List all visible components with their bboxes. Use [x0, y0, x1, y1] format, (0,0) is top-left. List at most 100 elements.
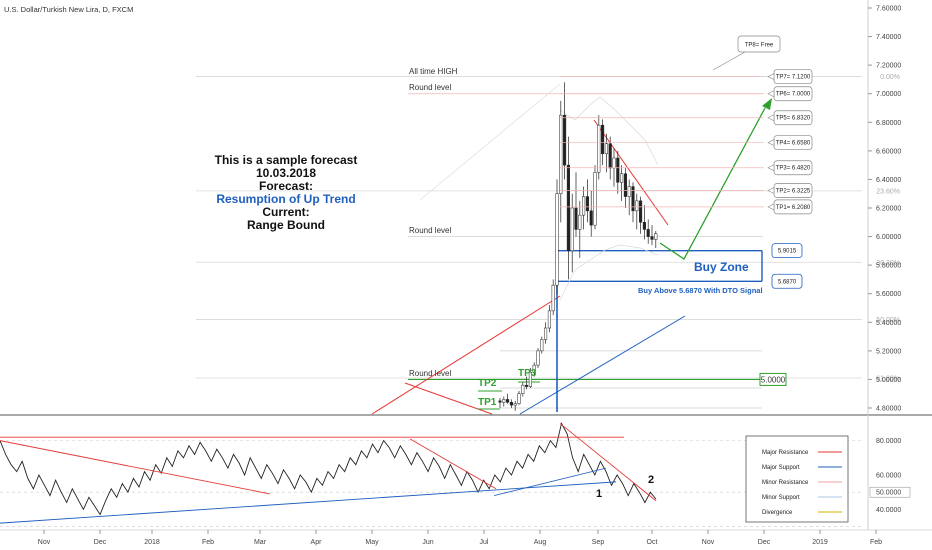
time-tick-label: Jun: [422, 539, 433, 546]
time-tick-label: 2018: [144, 539, 160, 546]
legend-label: Minor Support: [762, 495, 800, 501]
candle-body: [502, 399, 506, 403]
time-axis: Nov Dec 2018 Feb Mar Apr May Jun Jul Aug Sep Oct Nov…: [0, 529, 932, 546]
candle-body: [574, 207, 578, 230]
fib-label: 61.80%: [876, 376, 900, 383]
price-tick-label: 5.80000: [876, 263, 901, 270]
candles: [498, 82, 658, 411]
candle-body: [589, 210, 593, 226]
forecast-line-6: Range Bound: [247, 218, 325, 232]
target-pointer: [767, 90, 775, 98]
candle-body: [528, 372, 532, 387]
time-tick-label: Feb: [202, 539, 214, 546]
divergence-mark-2: 2: [648, 474, 654, 486]
target-pointer: [767, 164, 775, 172]
time-tick-label: Dec: [758, 539, 771, 546]
target-label: TP2= 6.3225: [776, 189, 811, 195]
candle-body: [506, 399, 510, 403]
target-box: [737, 35, 781, 53]
candle-body: [623, 173, 627, 197]
target-pointer: [767, 203, 775, 211]
target-label: TP7= 7.1200: [776, 75, 811, 81]
forecast-line-2: 10.03.2018: [256, 166, 316, 180]
candle-body: [627, 186, 631, 197]
osc-support-line: [493, 467, 607, 497]
round-level-label-5: Round level: [409, 369, 451, 378]
candle-body: [559, 114, 563, 194]
buy-zone-value: 5.6870: [778, 279, 797, 285]
major-resistance-line: [371, 295, 561, 415]
minor-support-line: [419, 83, 561, 201]
candle-body: [620, 173, 624, 183]
major-resistance-line: [593, 119, 669, 226]
legend-label: Major Support: [762, 465, 800, 471]
target-boxes: TP8= Free TP7= 7.1200 TP6= 7.0000 TP5= 6.83…: [560, 35, 813, 215]
time-tick-label: Dec: [94, 539, 107, 546]
candle-body: [612, 157, 616, 169]
candle-body: [597, 124, 601, 173]
candle-body: [566, 164, 570, 252]
candle-body: [604, 143, 608, 154]
legend: Major Resistance Major Support Minor Resis…: [745, 435, 849, 523]
major-support-line: [519, 315, 686, 415]
price-tick-label: 6.20000: [876, 206, 901, 213]
price-tick-label: 7.20000: [876, 63, 901, 70]
candle-body: [650, 236, 654, 240]
candle-body: [517, 393, 521, 404]
time-tick-label: Apr: [311, 539, 323, 546]
price-tick-label: 6.00000: [876, 234, 901, 241]
legend-label: Divergence: [762, 510, 793, 516]
candle-body: [639, 200, 643, 223]
time-tick-label: 2019: [812, 539, 828, 546]
trend-lines: 5.9015 5.6870: [371, 83, 803, 415]
price-tick-label: 6.60000: [876, 148, 901, 155]
price-tick-label: 4.80000: [876, 406, 901, 413]
candle-body: [642, 222, 646, 230]
time-tick-label: Sep: [592, 539, 605, 546]
target-label: TP1= 6.2080: [776, 205, 811, 211]
chart-title: U.S. Dollar/Turkish New Lira, D, FXCM: [4, 5, 133, 14]
candle-body: [551, 284, 555, 312]
fib-label: 23.60%: [876, 188, 900, 195]
osc-resistance-line: [409, 438, 497, 490]
time-tick-label: Nov: [38, 539, 51, 546]
all-time-high-label: All time HIGH: [409, 67, 458, 76]
candle-body: [635, 200, 639, 212]
tp1-marker: TP1: [478, 397, 497, 408]
osc-tick-label: 40.0000: [876, 507, 901, 514]
time-tick-label: Oct: [647, 539, 658, 546]
buy-zone-label: Buy Zone: [694, 260, 749, 274]
candle-body: [544, 327, 548, 340]
tp2-marker: TP2: [478, 378, 497, 389]
forecast-text: This is a sample forecast 10.03.2018 For…: [215, 153, 358, 232]
target-pointer: [767, 139, 775, 147]
target-label: TP6= 7.0000: [776, 92, 811, 98]
candle-body: [521, 384, 525, 394]
candle-body: [578, 214, 582, 230]
candle-body: [585, 196, 589, 212]
osc-current-box: [869, 486, 911, 498]
osc-resistance-line: [0, 440, 271, 495]
fib-levels: 0.00% 23.60% 38.20% 50.00% 61.80% 5.0000: [196, 74, 900, 409]
time-tick-label: Feb: [870, 539, 882, 546]
osc-tick-label: 80.0000: [876, 438, 901, 445]
fib-label: 38.20%: [876, 260, 900, 267]
oscillator-line: [0, 422, 657, 516]
fib-label: 0.00%: [880, 74, 900, 81]
forecast-path: [659, 107, 766, 260]
target-pointer: [767, 187, 775, 194]
target-pointer: [712, 51, 746, 71]
candle-body: [608, 143, 612, 169]
osc-resistance-line: [559, 423, 657, 502]
tp3-marker: TP3: [518, 368, 537, 379]
legend-label: Minor Resistance: [762, 480, 809, 486]
round-level-label-6: Round level: [409, 226, 451, 235]
major-resistance-line: [404, 382, 493, 415]
forecast-line-4: Resumption of Up Trend: [216, 192, 355, 206]
candle-body: [547, 310, 551, 329]
buy-zone-value-box: [771, 273, 803, 289]
candle-body: [601, 124, 605, 154]
time-tick-label: May: [365, 539, 379, 546]
target-label: TP3= 6.4820: [776, 166, 811, 172]
osc-tick-label: 60.0000: [876, 473, 901, 480]
